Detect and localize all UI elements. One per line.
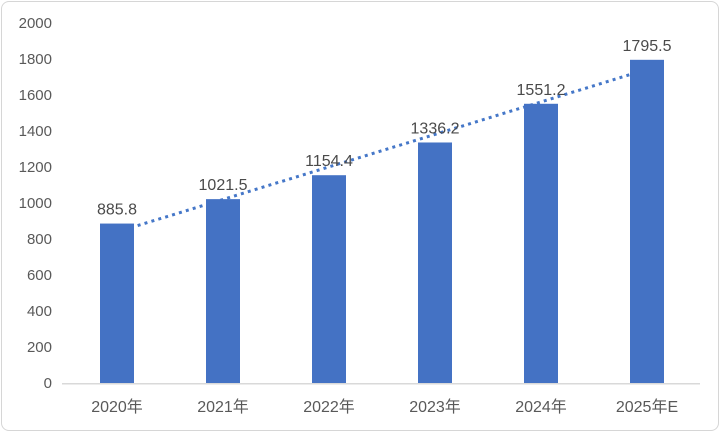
y-axis-tick-label: 1200 (19, 159, 52, 176)
bar (630, 59, 664, 384)
x-axis-category-label: 2022年 (303, 398, 355, 416)
x-axis-category-label: 2025年E (616, 398, 678, 416)
y-axis-tick-label: 0 (44, 375, 52, 392)
bar (312, 175, 346, 383)
y-axis-tick-label: 1000 (19, 195, 52, 212)
x-axis-category-label: 2021年 (197, 398, 249, 416)
y-axis-tick-label: 400 (27, 303, 52, 320)
y-axis-tick-label: 600 (27, 267, 52, 284)
bar (206, 199, 240, 383)
bar-value-label: 885.8 (97, 202, 137, 219)
x-axis-category-label: 2020年 (91, 398, 143, 416)
x-axis-category-label: 2024年 (515, 398, 567, 416)
y-axis-tick-label: 800 (27, 231, 52, 248)
trendline (116, 67, 648, 234)
bar-value-label: 1336.2 (411, 120, 460, 137)
bar (524, 103, 558, 383)
y-axis-tick-label: 1600 (19, 87, 52, 104)
bar-value-label: 1795.5 (623, 38, 672, 55)
bar-value-label: 1551.2 (517, 82, 566, 99)
bar-value-label: 1154.4 (305, 153, 353, 170)
y-axis-tick-label: 200 (27, 339, 52, 356)
bar (418, 142, 452, 383)
y-axis-tick-label: 1800 (19, 51, 52, 68)
bar (100, 223, 134, 383)
y-axis-tick-label: 1400 (19, 123, 52, 140)
x-axis-category-label: 2023年 (409, 398, 461, 416)
y-axis-tick-label: 2000 (19, 15, 52, 32)
bar-value-label: 1021.5 (199, 177, 248, 194)
